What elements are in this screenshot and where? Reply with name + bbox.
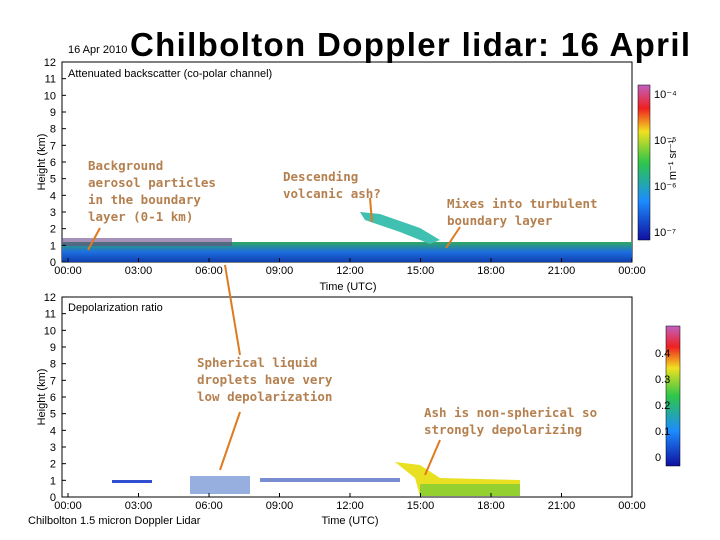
y-tick-label: 6: [50, 392, 56, 404]
x-tick-label: 15:00: [407, 265, 435, 277]
annotation: aerosol particles: [88, 175, 216, 190]
y-tick-label: 11: [45, 74, 56, 86]
y-tick-label: 1: [50, 240, 56, 252]
y-tick-label: 2: [50, 459, 56, 471]
colorbar-label: 10⁻⁴: [654, 89, 677, 101]
x-tick-label: 12:00: [336, 265, 364, 277]
x-tick-label: 00:00: [618, 265, 646, 277]
colorbar-label: 10⁻⁷: [654, 227, 676, 239]
y-tick-label: 9: [50, 342, 56, 354]
annotation: droplets have very: [197, 372, 333, 387]
x-tick-label: 09:00: [266, 500, 294, 512]
annotation: boundary layer: [447, 213, 553, 228]
y-tick-label: 7: [50, 140, 56, 152]
annotation: Descending: [283, 169, 358, 184]
y-tick-label: 6: [50, 157, 56, 169]
y-tick-label: 7: [50, 375, 56, 387]
y-tick-label: 0: [50, 492, 56, 504]
x-tick-label: 06:00: [195, 265, 223, 277]
x-tick-label: 15:00: [407, 500, 435, 512]
x-tick-label: 06:00: [195, 500, 223, 512]
colorbar: [665, 325, 681, 467]
y-axis-label: Height (km): [36, 134, 48, 191]
y-tick-label: 8: [50, 359, 56, 371]
depol-field: [112, 480, 152, 483]
x-tick-label: 21:00: [548, 500, 576, 512]
colorbar-label: 0.4: [655, 348, 670, 360]
x-tick-label: 12:00: [336, 500, 364, 512]
annotation: volcanic ash?: [283, 186, 381, 201]
x-tick-label: 00:00: [618, 500, 646, 512]
x-tick-label: 00:00: [54, 265, 82, 277]
x-tick-label: 21:00: [548, 265, 576, 277]
colorbar: [637, 84, 651, 241]
depol-field: [190, 476, 250, 494]
y-tick-label: 8: [50, 124, 56, 136]
y-tick-label: 12: [44, 57, 56, 69]
y-tick-label: 3: [50, 207, 56, 219]
y-axis-label: Height (km): [36, 369, 48, 426]
arrows: [87, 197, 461, 476]
x-tick-label: 03:00: [125, 265, 153, 277]
x-tick-label: 18:00: [477, 500, 505, 512]
backscatter-field: [62, 242, 632, 262]
panel-title: Depolarization ratio: [68, 302, 163, 314]
colorbar-label: 10⁻⁵: [654, 135, 677, 147]
y-tick-label: 2: [50, 224, 56, 236]
colorbar-units: m⁻¹ sr⁻¹: [667, 140, 679, 181]
x-tick-label: 00:00: [54, 500, 82, 512]
slide-title: Chilbolton Doppler lidar: 16 April: [130, 26, 690, 63]
x-tick-label: 09:00: [266, 265, 294, 277]
colorbar-label: 0.3: [655, 374, 670, 386]
x-tick-label: 18:00: [477, 265, 505, 277]
annotation: layer (0-1 km): [88, 209, 193, 224]
annotation: in the boundary: [88, 192, 201, 207]
y-tick-label: 5: [50, 174, 56, 186]
x-axis-label: Time (UTC): [321, 515, 378, 527]
y-tick-label: 4: [50, 190, 56, 202]
arrow: [224, 264, 241, 356]
y-tick-label: 3: [50, 442, 56, 454]
colorbar-label: 0: [655, 452, 661, 464]
ash-plume: [360, 212, 440, 244]
annotation: strongly depolarizing: [424, 422, 582, 437]
arrow: [87, 227, 101, 251]
x-axis-label: Time (UTC): [319, 281, 376, 293]
y-tick-label: 9: [50, 107, 56, 119]
x-tick-label: 03:00: [125, 500, 153, 512]
annotation: Ash is non-spherical so: [424, 405, 597, 420]
footer: Chilbolton 1.5 micron Doppler Lidar: [28, 515, 201, 527]
y-tick-label: 10: [44, 90, 56, 102]
backscatter-field: [62, 238, 232, 246]
colorbar-label: 0.2: [655, 400, 670, 412]
annotation: Background: [88, 158, 163, 173]
ash-depol: [420, 484, 520, 496]
panel-title: Attenuated backscatter (co-polar channel…: [68, 68, 272, 80]
y-tick-label: 1: [50, 475, 56, 487]
y-tick-label: 11: [45, 309, 56, 321]
arrow: [445, 226, 461, 249]
y-tick-label: 5: [50, 409, 56, 421]
annotation: Mixes into turbulent: [447, 196, 598, 211]
depol-field: [260, 478, 400, 482]
colorbar-label: 0.1: [655, 426, 670, 438]
y-tick-label: 12: [44, 292, 56, 304]
arrow: [424, 439, 441, 476]
annotation: low depolarization: [197, 389, 332, 404]
arrow: [219, 411, 241, 471]
annotation: Spherical liquid: [197, 355, 317, 370]
plot-frame: [61, 296, 633, 498]
y-tick-label: 4: [50, 425, 56, 437]
y-tick-label: 0: [50, 257, 56, 269]
arrow: [369, 197, 373, 223]
colorbar-label: 10⁻⁶: [654, 181, 677, 193]
date: 16 Apr 2010: [68, 44, 127, 56]
y-tick-label: 10: [44, 325, 56, 337]
